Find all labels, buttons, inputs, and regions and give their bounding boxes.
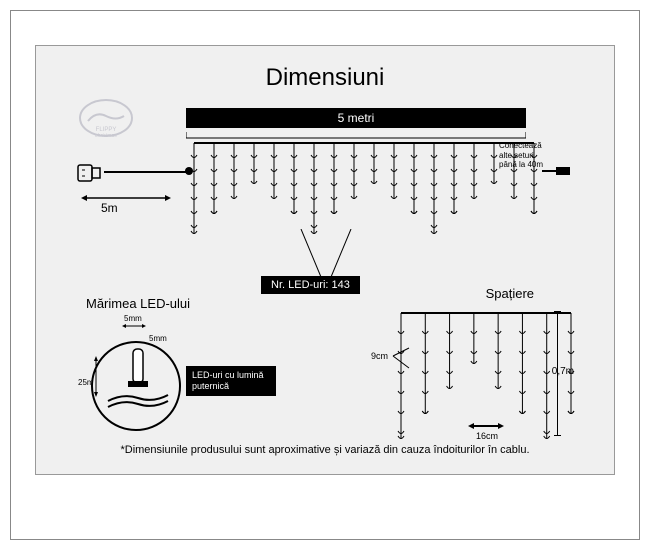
led-desc: LED-uri cu lumină puternică	[186, 366, 276, 396]
led-5mm-height: 5mm	[149, 334, 167, 343]
dim-16cm-arrow	[468, 421, 504, 431]
dim-16cm: 16cm	[476, 431, 498, 441]
width-bracket	[186, 128, 526, 140]
nr-led-label: Nr. LED-uri: 143	[261, 276, 360, 294]
spacing-heading: Spațiere	[486, 286, 534, 301]
led-circle	[91, 341, 181, 431]
nrled-pointer	[291, 229, 371, 279]
plug-cable	[104, 170, 186, 174]
dim-07m: 0,7m	[552, 366, 574, 377]
cable-length-arrow	[81, 193, 171, 203]
title: Dimensiuni	[266, 64, 385, 92]
led-5mm-width: 5mm	[124, 314, 142, 323]
cable-length-label: 5m	[101, 201, 118, 215]
disclaimer: *Dimensiunile produsului sunt aproximati…	[120, 444, 529, 456]
logo: FLIPPY christmas	[76, 96, 136, 141]
width-label: 5 metri	[186, 108, 526, 128]
inner-panel: Dimensiuni FLIPPY christmas 5 metri 5m	[35, 45, 615, 475]
led-5mm-w-arrow	[122, 323, 146, 329]
dim-9cm-pointer	[391, 346, 421, 376]
plug-icon	[76, 161, 104, 190]
connector-icon	[542, 164, 572, 178]
led-size-heading: Mărimea LED-ului	[86, 296, 190, 311]
dim-9cm: 9cm	[371, 351, 388, 361]
svg-text:christmas: christmas	[95, 133, 117, 139]
